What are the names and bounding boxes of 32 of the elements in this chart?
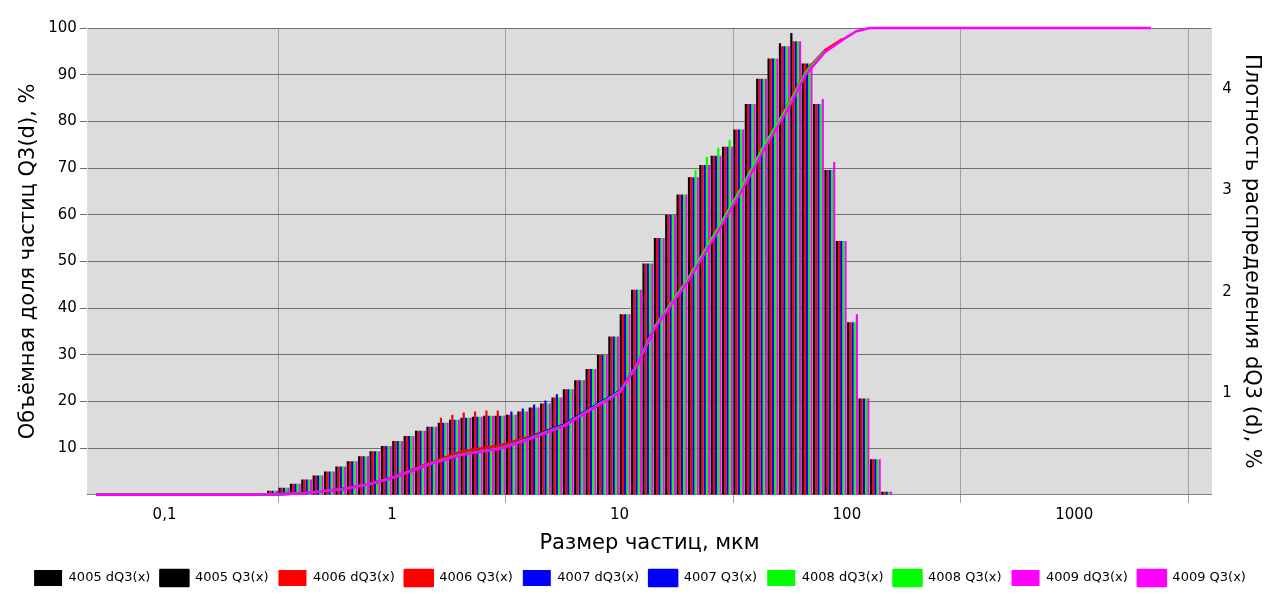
x-tick-label: 0,1 xyxy=(152,504,177,523)
x-tick-label: 100 xyxy=(832,504,862,523)
legend-label: 4009 dQ3(x) xyxy=(1046,569,1128,585)
legend-label: 4008 Q3(x) xyxy=(927,569,1002,585)
legend-label: 4009 Q3(x) xyxy=(1172,569,1246,585)
y-axis-title: Объёмная доля частиц Q3(d), % xyxy=(15,83,40,440)
y-tick-label: 70 xyxy=(57,157,77,176)
legend-label: 4005 dQ3(x) xyxy=(68,569,151,585)
legend-label: 4007 dQ3(x) xyxy=(557,569,640,585)
y-tick-label: 20 xyxy=(57,391,77,410)
y2-tick-label: 1 xyxy=(1222,383,1232,402)
y-tick-label: 30 xyxy=(57,344,77,363)
y2-tick-label: 3 xyxy=(1222,180,1232,199)
legend-label: 4007 Q3(x) xyxy=(683,569,758,585)
legend-label: 4006 Q3(x) xyxy=(439,569,513,585)
y-tick-label: 60 xyxy=(57,204,77,223)
x-axis-title: Размер частиц, мкм xyxy=(539,529,760,554)
y2-axis-title: Плотность распределения dQ3 (d), % xyxy=(1240,53,1265,469)
x-tick-label: 10 xyxy=(609,504,629,523)
y-tick-label: 100 xyxy=(48,17,77,36)
y-tick-label: 80 xyxy=(57,111,77,130)
y2-tick-label: 2 xyxy=(1222,281,1232,300)
y2-tick-label: 4 xyxy=(1222,78,1232,97)
legend-label: 4006 dQ3(x) xyxy=(312,569,395,585)
legend-label: 4005 Q3(x) xyxy=(194,569,269,585)
x-tick-label: 1000 xyxy=(1055,504,1094,523)
y-tick-label: 90 xyxy=(57,64,77,83)
y-tick-label: 40 xyxy=(57,297,77,316)
y-tick-label: 50 xyxy=(57,251,77,270)
legend-label: 4008 dQ3(x) xyxy=(801,569,884,585)
x-tick-label: 1 xyxy=(387,504,397,523)
y-tick-label: 10 xyxy=(57,438,77,457)
